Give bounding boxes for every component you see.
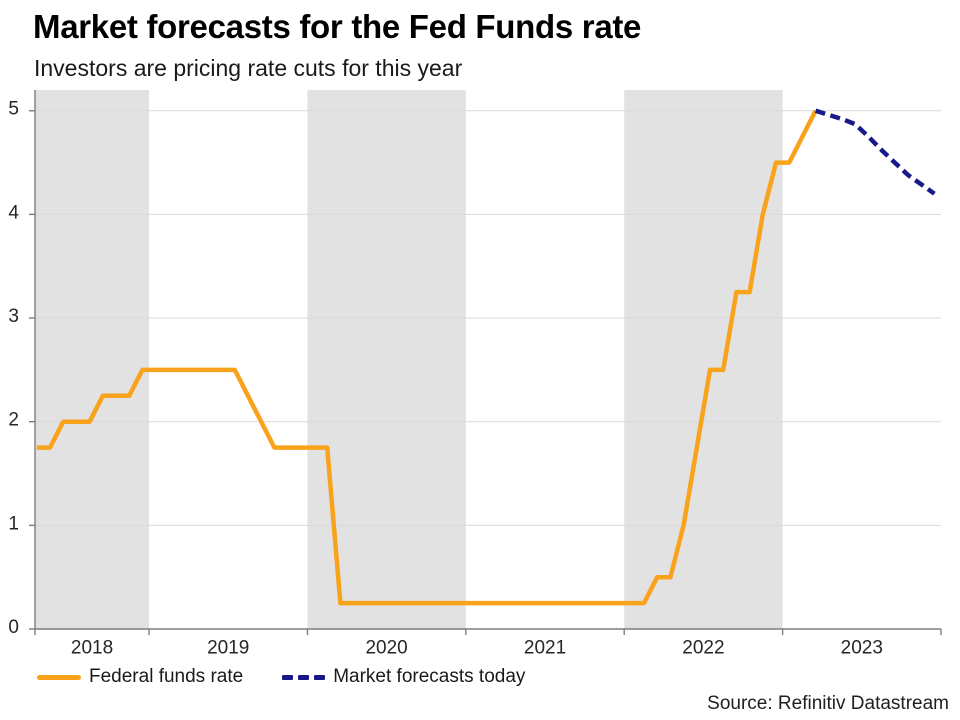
legend: Federal funds rate Market forecasts toda… xyxy=(37,666,525,688)
market-forecast-line xyxy=(814,108,936,196)
shaded-band-2022 xyxy=(624,90,783,629)
legend-dash xyxy=(298,674,310,680)
dashed-line-swatch-icon xyxy=(282,674,326,680)
y-tick-label-1: 1 xyxy=(8,513,19,534)
x-tick-label-2019: 2019 xyxy=(207,638,249,659)
legend-item-market-forecasts: Market forecasts today xyxy=(282,666,525,688)
x-tick-label-2023: 2023 xyxy=(841,638,883,659)
source-credit: Source: Refinitiv Datastream xyxy=(707,693,949,714)
y-tick-label-2: 2 xyxy=(8,410,19,431)
fed-funds-rate-line xyxy=(36,109,818,606)
y-tick-label-0: 0 xyxy=(8,617,19,638)
x-tick-label-2020: 2020 xyxy=(365,638,407,659)
legend-dash xyxy=(282,674,294,680)
x-tick-label-2018: 2018 xyxy=(71,638,113,659)
y-tick-label-4: 4 xyxy=(8,202,19,223)
chart-subtitle: Investors are pricing rate cuts for this… xyxy=(34,55,463,81)
shaded-band-2018 xyxy=(35,90,150,629)
shaded-band-2020 xyxy=(307,90,466,629)
solid-line-swatch-icon xyxy=(37,674,81,680)
legend-label-federal-funds-rate: Federal funds rate xyxy=(89,666,244,687)
y-tick-label-5: 5 xyxy=(8,99,19,120)
legend-dash xyxy=(314,674,326,680)
x-tick-label-2021: 2021 xyxy=(524,638,566,659)
legend-label-market-forecasts: Market forecasts today xyxy=(333,666,526,687)
y-tick-label-3: 3 xyxy=(8,306,19,327)
x-tick-label-2022: 2022 xyxy=(682,638,724,659)
legend-item-federal-funds-rate: Federal funds rate xyxy=(37,666,243,688)
chart-title: Market forecasts for the Fed Funds rate xyxy=(33,8,642,45)
